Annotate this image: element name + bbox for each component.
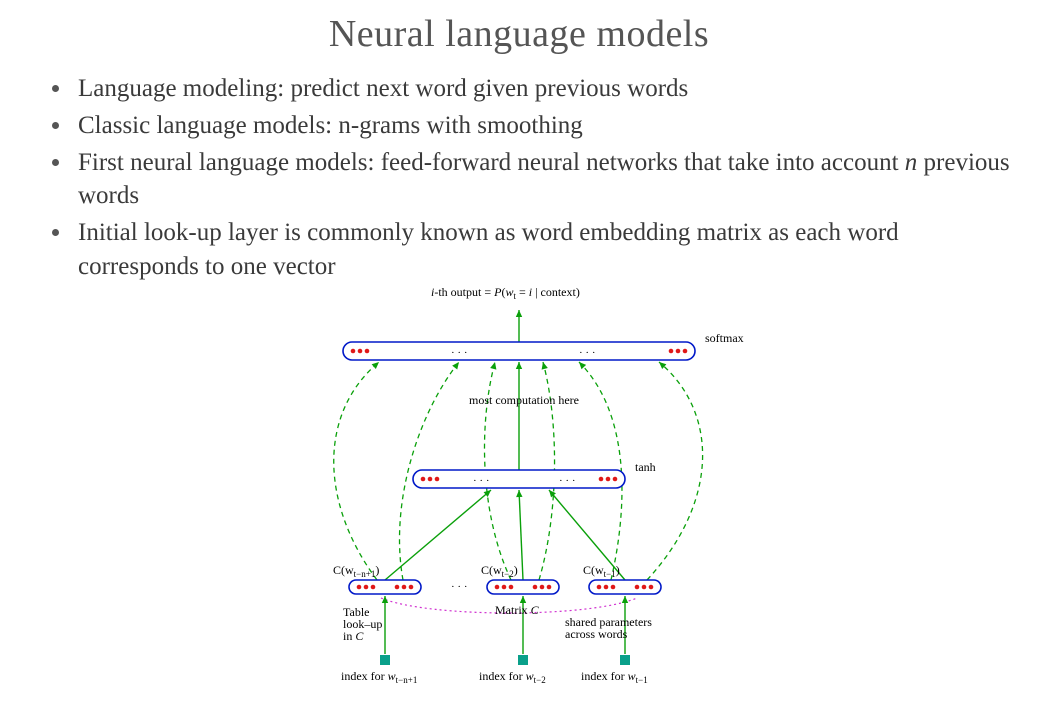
svg-text:C(wt−2): C(wt−2)	[481, 563, 518, 579]
svg-text:tanh: tanh	[635, 460, 656, 474]
svg-text:softmax: softmax	[705, 331, 744, 345]
bullet-list: Language modeling: predict next word giv…	[0, 66, 1038, 284]
svg-text:index for wt−n+1: index for wt−n+1	[341, 669, 417, 685]
bullet-item: First neural language models: feed-forwa…	[52, 146, 1010, 214]
svg-text:· · ·: · · ·	[451, 347, 468, 359]
svg-text:Matrix C: Matrix C	[495, 603, 540, 617]
svg-text:in C: in C	[343, 629, 364, 643]
svg-text:C(wt−1): C(wt−1)	[583, 563, 620, 579]
svg-text:across words: across words	[565, 627, 628, 641]
bullet-item: Initial look-up layer is commonly known …	[52, 216, 1010, 284]
svg-text:· · ·: · · ·	[559, 475, 576, 487]
nnlm-diagram: · · · · · · · · · · · · · · · softmax tanh C(wt…	[0, 282, 1038, 702]
svg-text:index for wt−2: index for wt−2	[479, 669, 546, 685]
bullet-item: Classic language models: n-grams with sm…	[52, 109, 1010, 143]
page-title: Neural language models	[0, 0, 1038, 66]
svg-text:· · ·: · · ·	[579, 347, 596, 359]
svg-text:most computation here: most computation here	[469, 393, 579, 407]
svg-text:index for wt−1: index for wt−1	[581, 669, 648, 685]
svg-text:· · ·: · · ·	[473, 475, 490, 487]
svg-text:· · ·: · · ·	[451, 581, 468, 593]
bullet-item: Language modeling: predict next word giv…	[52, 72, 1010, 106]
svg-text:C(wt−n+1): C(wt−n+1)	[333, 563, 379, 579]
svg-text:i-th output = P(wt = i | conte: i-th output = P(wt = i | context)	[431, 285, 580, 301]
